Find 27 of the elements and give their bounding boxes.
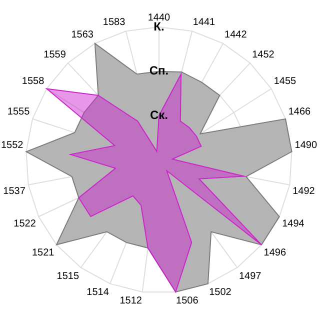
spoke-label: 1563 — [71, 30, 94, 41]
spoke-label: 1514 — [86, 287, 110, 298]
spoke-label: 1558 — [22, 76, 45, 87]
spoke-label: 1522 — [14, 218, 36, 230]
y-tick-label: Сп. — [149, 64, 169, 78]
y-tick-label: К. — [154, 19, 164, 34]
y-tick-label: Ск. — [150, 108, 168, 122]
spoke-label: 1583 — [102, 17, 126, 28]
spoke-label: 1452 — [252, 50, 275, 61]
spoke-label: 1559 — [44, 50, 66, 61]
spoke-label: 1490 — [294, 140, 318, 152]
spoke-label: 1537 — [3, 186, 26, 198]
spoke-label: 1502 — [209, 287, 232, 298]
spoke-label: 1521 — [32, 247, 55, 258]
spoke-label: 1496 — [264, 247, 286, 258]
spoke-label: 1506 — [176, 296, 199, 307]
spoke-label: 1442 — [224, 30, 248, 41]
spoke-label: 1552 — [0, 140, 24, 152]
spoke-label: 1555 — [7, 106, 30, 118]
spoke-label: 1512 — [120, 296, 142, 307]
spoke-label: 1497 — [238, 270, 262, 282]
spoke-label: 1455 — [274, 76, 297, 87]
spoke-label: 1441 — [192, 17, 216, 28]
spoke-label: 1515 — [56, 270, 80, 282]
spoke-label: 1494 — [282, 218, 305, 230]
spoke-label: 1492 — [292, 186, 316, 198]
spoke-label: 1466 — [288, 106, 312, 118]
